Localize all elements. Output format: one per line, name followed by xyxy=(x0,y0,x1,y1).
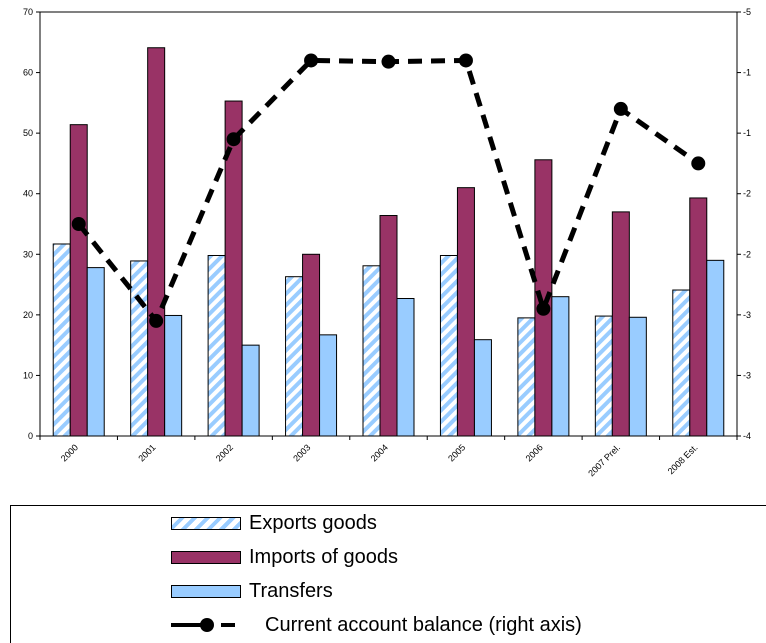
bar-transfers xyxy=(706,259,725,437)
point-balance xyxy=(381,54,396,69)
bar-imports xyxy=(224,100,243,437)
bar-exports xyxy=(439,254,458,437)
y-left-tick-label: 10 xyxy=(23,370,33,380)
bar-exports xyxy=(130,260,149,437)
bar-transfers xyxy=(86,267,105,437)
bar-transfers xyxy=(241,344,260,437)
legend-swatch-exports xyxy=(171,516,241,530)
legend-item-imports: Imports of goods xyxy=(171,542,398,572)
y-right-tick-label: -1 xyxy=(743,128,751,138)
y-right-tick-label: -5 xyxy=(743,7,751,17)
x-tick-label: 2002 xyxy=(214,442,235,463)
legend: Exports goods Imports of goods Transfers… xyxy=(10,505,766,643)
point-balance xyxy=(149,313,164,328)
bar-imports xyxy=(611,211,630,437)
y-right-tick-label: -2 xyxy=(743,189,751,199)
bar-exports xyxy=(594,315,613,437)
x-tick-label: 2008 Est. xyxy=(666,442,700,476)
legend-label-exports: Exports goods xyxy=(249,511,377,534)
legend-swatch-balance xyxy=(171,618,235,632)
y-left-tick-label: 0 xyxy=(28,431,33,441)
y-right-tick-label: -3 xyxy=(743,370,751,380)
y-right-tick-label: -2 xyxy=(743,249,751,259)
x-tick-label: 2006 xyxy=(524,442,545,463)
y-right-tick-label: -1 xyxy=(743,68,751,78)
point-balance xyxy=(613,101,628,116)
bar-imports xyxy=(456,187,475,437)
y-left-tick-label: 30 xyxy=(23,249,33,259)
bar-exports xyxy=(52,243,71,437)
bar-transfers xyxy=(551,296,570,437)
legend-label-balance: Current account balance (right axis) xyxy=(265,613,582,636)
legend-item-exports: Exports goods xyxy=(171,508,377,538)
y-right-tick-label: -4 xyxy=(743,431,751,441)
bar-imports xyxy=(302,253,321,437)
x-tick-label: 2007 Prel. xyxy=(586,442,622,478)
legend-swatch-imports xyxy=(171,550,241,564)
y-left-tick-label: 70 xyxy=(23,7,33,17)
bar-imports xyxy=(379,215,398,437)
chart: 0 10 20 30 40 50 60 70 -4 -3 -3 -2 -2 -1 -1 -5 2000 2001 2… xyxy=(23,7,751,478)
legend-item-transfers: Transfers xyxy=(171,576,333,606)
point-balance xyxy=(691,156,706,171)
y-left-tick-label: 20 xyxy=(23,310,33,320)
x-tick-label: 2005 xyxy=(446,442,467,463)
bar-exports xyxy=(517,317,536,437)
y-right-tick-label: -3 xyxy=(743,310,751,320)
legend-label-transfers: Transfers xyxy=(249,579,333,602)
y-left-tick-label: 50 xyxy=(23,128,33,138)
bar-exports xyxy=(672,289,691,437)
plot-area: 0 10 20 30 40 50 60 70 -4 -3 -3 -2 -2 -1 -1 -5 2000 2001 2… xyxy=(23,7,751,478)
bar-transfers xyxy=(396,298,415,437)
bar-imports xyxy=(147,47,166,437)
bar-imports xyxy=(69,124,88,437)
bar-exports xyxy=(362,265,381,437)
y-left-tick-label: 40 xyxy=(23,189,33,199)
bar-transfers xyxy=(164,314,183,437)
bar-imports xyxy=(689,197,708,437)
point-balance xyxy=(304,53,319,68)
point-balance xyxy=(536,301,551,316)
x-tick-label: 2004 xyxy=(369,442,390,463)
bar-transfers xyxy=(628,316,647,437)
bar-exports xyxy=(285,276,304,437)
point-balance xyxy=(71,217,86,231)
point-balance xyxy=(226,132,241,147)
y-left-tick-label: 60 xyxy=(23,68,33,78)
legend-swatch-transfers xyxy=(171,584,241,598)
point-balance xyxy=(458,53,473,68)
legend-item-balance: Current account balance (right axis) xyxy=(171,610,582,640)
x-tick-label: 2001 xyxy=(136,442,157,463)
bar-exports xyxy=(207,254,226,437)
bar-transfers xyxy=(473,339,492,437)
legend-label-imports: Imports of goods xyxy=(249,545,398,568)
x-tick-label: 2003 xyxy=(291,442,312,463)
bar-transfers xyxy=(319,334,338,437)
x-tick-label: 2000 xyxy=(59,442,80,463)
